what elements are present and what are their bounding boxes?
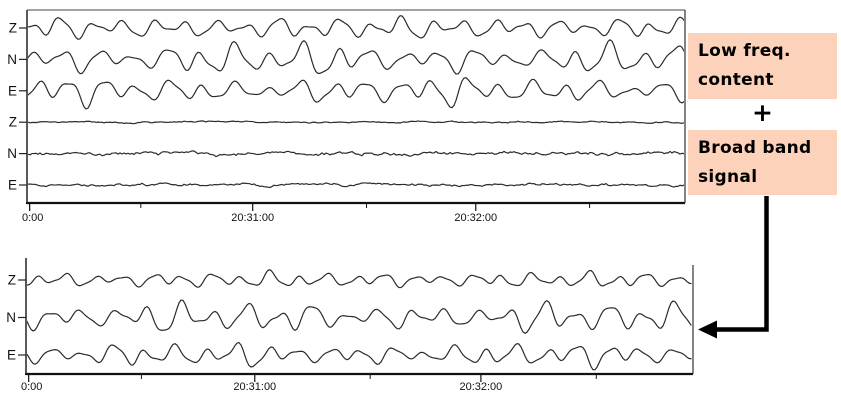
- x-tick-label: 20:32:00: [454, 212, 497, 224]
- channel-label-z: Z: [9, 115, 17, 130]
- trace-top-e-2: [28, 77, 684, 110]
- channel-label-n: N: [7, 52, 17, 67]
- trace-top-n-1: [28, 39, 684, 75]
- annotation-broadband-box: Broad band signal: [688, 130, 837, 195]
- panel-top: 0:00 20:31:00 20:32:00 Z N E Z N E: [7, 9, 686, 224]
- channel-label-z: Z: [9, 21, 17, 36]
- trace-top-z-3: [28, 120, 684, 125]
- channel-label-e: E: [8, 178, 17, 193]
- annotation-broadband-line1: Broad band: [698, 138, 812, 158]
- trace-top-e-5: [28, 182, 684, 189]
- x-tick-label: 20:32:00: [459, 381, 502, 393]
- trace-top-z-0: [28, 15, 684, 40]
- trace-top-n-4: [28, 150, 684, 158]
- arrow-line: [714, 196, 769, 332]
- channel-label-z: Z: [8, 273, 16, 288]
- plus-sign: +: [752, 98, 773, 127]
- channel-label-n: N: [7, 146, 17, 161]
- channel-label-e: E: [8, 83, 17, 98]
- annotation-broadband-line2: signal: [698, 167, 758, 187]
- trace-bottom-z-0: [27, 269, 692, 289]
- trace-bottom-e-2: [27, 342, 692, 371]
- channel-label-e: E: [7, 348, 16, 363]
- annotation-low-freq-box: Low freq. content: [688, 33, 837, 99]
- panel-bottom: 0:00 20:31:00 20:32:00 Z N E: [6, 258, 694, 393]
- channel-label-n: N: [6, 310, 16, 325]
- x-tick-label: 0:00: [21, 381, 42, 393]
- x-tick-label: 0:00: [22, 212, 43, 224]
- annotation-low-freq-line1: Low freq.: [698, 41, 791, 61]
- x-tick-label: 20:31:00: [231, 212, 274, 224]
- arrow-head-icon: [698, 320, 717, 339]
- x-tick-label: 20:31:00: [233, 381, 276, 393]
- trace-bottom-n-1: [27, 299, 692, 334]
- annotation-low-freq-line2: content: [698, 70, 774, 90]
